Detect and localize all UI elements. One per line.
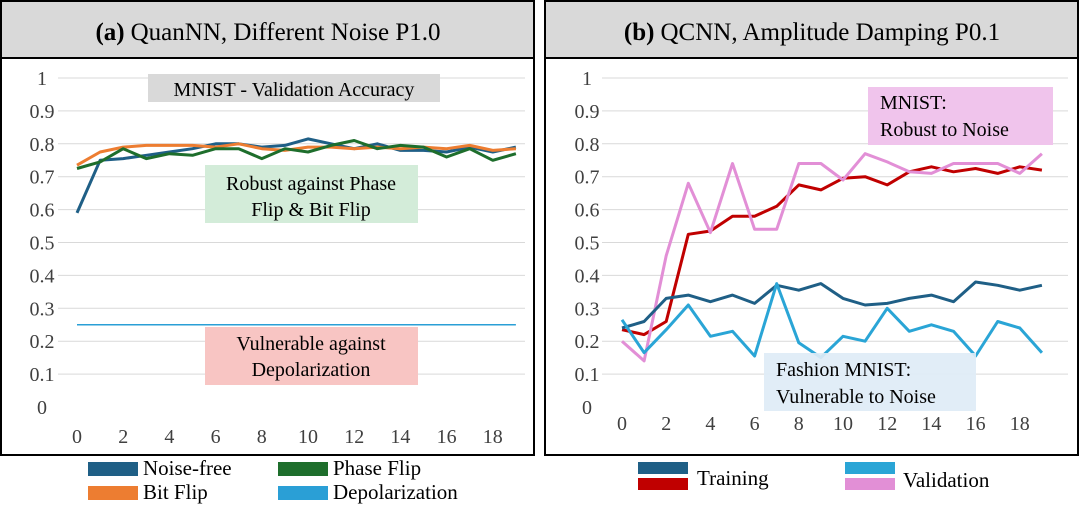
x-tick-label: 10 <box>298 426 318 448</box>
series-line-fashion-mnist-validation <box>620 282 1044 360</box>
series-line-mnist-training <box>621 165 1043 337</box>
x-tick-label: 12 <box>877 413 897 435</box>
annotation-box-robust <box>205 165 418 223</box>
y-tick-label: 0.1 <box>30 364 55 386</box>
panel-b-title-bar <box>546 2 1077 58</box>
series-line-fashion-mnist-training <box>621 280 1043 330</box>
y-tick-label: 0.6 <box>575 200 600 222</box>
x-tick-label: 14 <box>921 413 941 435</box>
x-tick-label: 4 <box>164 426 174 448</box>
legend-swatch-noise-free <box>88 462 138 476</box>
y-tick-label: 0.8 <box>575 134 600 156</box>
legend-swatch-bit-flip <box>88 486 138 500</box>
x-tick-label: 6 <box>750 413 760 435</box>
legend-label-training: Training <box>697 466 769 490</box>
annotation-vulnerable: Vulnerable against Depolarization <box>236 333 386 381</box>
y-tick-label: 0.3 <box>575 298 600 320</box>
annotation-box-vulnerable <box>205 327 418 385</box>
y-tick-label: 0.5 <box>30 233 55 255</box>
legend-label-bit-flip: Bit Flip <box>143 480 208 504</box>
legend-swatch-training-mnist <box>638 478 688 490</box>
panel-b-y-ticks: 0 0.1 0.2 0.3 0.4 0.5 0.6 0.7 0.8 0.9 1 <box>575 68 600 419</box>
y-tick-label: 0.2 <box>30 331 55 353</box>
x-tick-label: 16 <box>437 426 457 448</box>
panel-a-title-text: QuanNN, Different Noise P1.0 <box>131 19 441 46</box>
y-tick-label: 0.4 <box>30 265 55 287</box>
panel-a-frame <box>0 0 535 456</box>
annotation-robust: Robust against Phase Flip & Bit Flip <box>226 173 396 221</box>
annotation-box-mnist-robust <box>868 87 1053 145</box>
legend-label-phase-flip: Phase Flip <box>333 456 421 480</box>
x-tick-label: 12 <box>344 426 364 448</box>
x-tick-label: 18 <box>1010 413 1030 435</box>
x-tick-label: 8 <box>257 426 267 448</box>
y-tick-label: 0.7 <box>30 167 55 189</box>
series-line-bit-flip <box>76 142 517 167</box>
y-tick-label: 0.3 <box>30 298 55 320</box>
annotation-mnist-validation: MNIST - Validation Accuracy <box>174 79 415 101</box>
legend-label-depolarization: Depolarization <box>333 480 458 504</box>
legend-swatch-validation-mnist <box>845 478 895 490</box>
x-tick-label: 18 <box>483 426 503 448</box>
legend-swatch-phase-flip <box>278 462 328 476</box>
annotation-mnist: MNIST: <box>880 92 947 114</box>
series-line-noise-free <box>75 137 517 214</box>
y-tick-label: 0.9 <box>30 101 55 123</box>
panel-b-series <box>620 152 1044 363</box>
x-tick-label: 4 <box>705 413 715 435</box>
y-tick-label: 0 <box>37 397 47 419</box>
panel-a-title: (a) QuanNN, Different Noise P1.0 <box>95 19 440 46</box>
legend-a: Noise-free Bit Flip Phase Flip Depolariz… <box>88 456 458 504</box>
legend-swatch-training-fashion <box>638 462 688 474</box>
y-tick-label: 0.6 <box>30 200 55 222</box>
x-tick-label: 2 <box>661 413 671 435</box>
panel-b-title-text: QCNN, Amplitude Damping P0.1 <box>660 19 1000 46</box>
panel-a-y-ticks: 0 0.1 0.2 0.3 0.4 0.5 0.6 0.7 0.8 0.9 1 <box>30 68 55 419</box>
panel-a-series <box>75 137 517 326</box>
legend-label-noise-free: Noise-free <box>143 456 232 480</box>
legend-b: Training Validation <box>638 462 990 492</box>
annotation-box-mnist-validation <box>148 74 440 102</box>
y-tick-label: 0.9 <box>575 101 600 123</box>
y-tick-label: 0.4 <box>575 265 600 287</box>
legend-label-validation: Validation <box>903 468 990 492</box>
legend-swatch-depolarization <box>278 486 328 500</box>
annotation-vulnerable-to-noise: Vulnerable to Noise <box>776 386 936 408</box>
x-tick-label: 0 <box>617 413 627 435</box>
legend-swatch-validation-fashion <box>845 462 895 474</box>
x-tick-label: 0 <box>72 426 82 448</box>
panel-a-label: (a) <box>95 19 124 46</box>
x-tick-label: 10 <box>833 413 853 435</box>
x-tick-label: 16 <box>966 413 986 435</box>
panel-b-x-ticks: 0 2 4 6 8 10 12 14 16 18 <box>617 413 1030 435</box>
x-tick-label: 2 <box>118 426 128 448</box>
panel-b-label: (b) <box>624 19 655 46</box>
panel-a-x-ticks: 0 2 4 6 8 10 12 14 16 18 <box>72 426 503 448</box>
annotation-robust-to-noise: Robust to Noise <box>880 119 1009 141</box>
y-tick-label: 1 <box>37 68 47 90</box>
series-line-phase-flip <box>76 139 517 170</box>
annotation-fashion-mnist: Fashion MNIST: <box>776 359 911 381</box>
series-line-mnist-validation <box>621 152 1043 363</box>
y-tick-label: 0.1 <box>575 364 600 386</box>
y-tick-label: 0.2 <box>575 331 600 353</box>
x-tick-label: 6 <box>211 426 221 448</box>
panel-a-title-bar <box>2 2 533 58</box>
annotation-box-fashion <box>764 353 976 411</box>
y-tick-label: 1 <box>582 68 592 90</box>
x-tick-label: 8 <box>794 413 804 435</box>
y-tick-label: 0.8 <box>30 134 55 156</box>
panel-b-title: (b) QCNN, Amplitude Damping P0.1 <box>624 19 1000 46</box>
y-tick-label: 0.5 <box>575 233 600 255</box>
panel-b: (b) QCNN, Amplitude Damping P0.1 00.10.20… <box>544 0 1079 456</box>
y-tick-label: 0 <box>582 397 592 419</box>
x-tick-label: 14 <box>390 426 410 448</box>
panel-a: (a) QuanNN, Different Noise P1.0 00.10.20… <box>0 0 535 456</box>
y-tick-label: 0.7 <box>575 167 600 189</box>
